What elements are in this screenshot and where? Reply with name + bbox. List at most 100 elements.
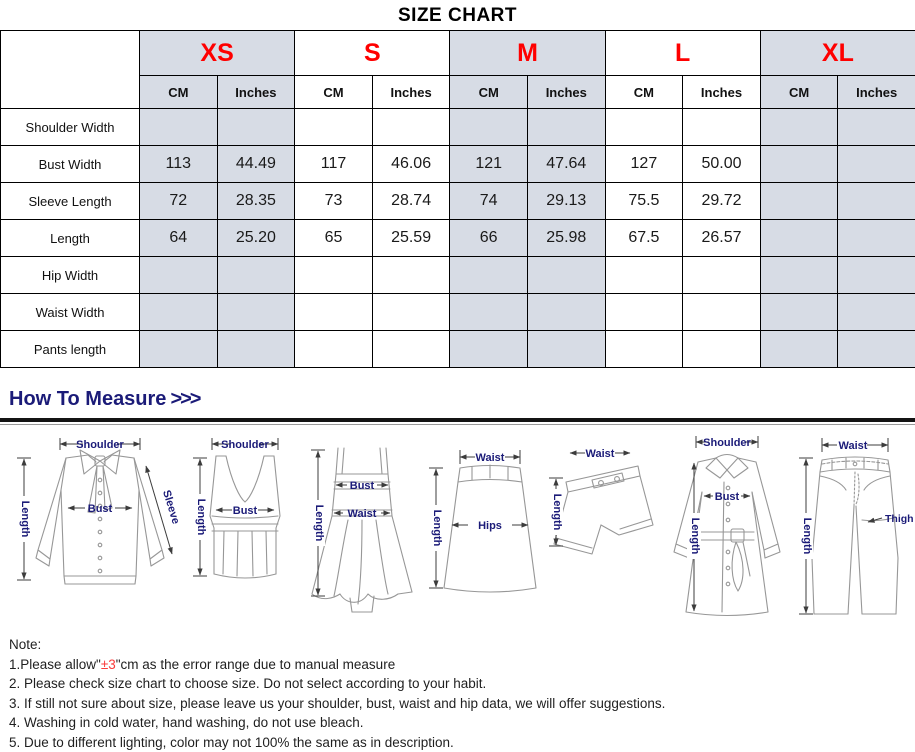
skirt-waist-label: Waist (476, 452, 505, 464)
size-value-cell (139, 293, 218, 331)
skirt-length-label: Length (431, 510, 443, 547)
size-value-cell (526, 108, 606, 146)
size-value-cell (294, 293, 373, 331)
size-value-cell: 25.59 (371, 219, 451, 257)
size-value-cell: 28.74 (371, 182, 451, 220)
shorts-figure: Waist Length (549, 448, 654, 555)
measurement-row-label: Hip Width (0, 256, 140, 294)
size-value-cell (759, 145, 839, 183)
size-value-cell (759, 293, 839, 331)
pants-waist-label: Waist (839, 440, 868, 452)
unit-header-cm: CM (294, 75, 373, 109)
error-range-value: ±3 (100, 656, 116, 672)
size-value-cell: 26.57 (682, 219, 761, 257)
blouse-length-label: Length (19, 501, 31, 538)
size-value-cell (837, 293, 915, 331)
shorts-length-label: Length (551, 494, 563, 531)
size-value-cell (837, 330, 915, 368)
size-value-cell (294, 330, 373, 368)
size-header-l: L (604, 30, 761, 76)
unit-header-inches: Inches (216, 75, 296, 109)
measurement-row-label: Waist Width (0, 293, 140, 331)
size-value-cell (216, 108, 296, 146)
size-value-cell: 113 (139, 145, 218, 183)
unit-header-cm: CM (759, 75, 839, 109)
how-to-measure-text: How To Measure (9, 388, 167, 410)
table-row: Pants length (0, 330, 915, 368)
table-row: Waist Width (0, 293, 915, 331)
size-value-cell: 25.98 (526, 219, 606, 257)
table-row: Bust Width 113 44.49 117 46.06 121 47.64 127 50.… (0, 145, 915, 183)
size-value-cell (759, 330, 839, 368)
size-value-cell (759, 182, 839, 220)
blouse-figure: Shoulder Length Bust Sleeve (17, 438, 182, 585)
size-value-cell: 66 (449, 219, 528, 257)
size-value-cell: 28.35 (216, 182, 296, 220)
unit-header-inches: Inches (526, 75, 606, 109)
size-value-cell: 46.06 (371, 145, 451, 183)
tank-bust-label: Bust (233, 505, 258, 517)
size-value-cell (682, 108, 761, 146)
size-value-cell (294, 108, 373, 146)
measurement-row-label: Bust Width (0, 145, 140, 183)
skirt-figure: Waist Hips Length (429, 450, 537, 593)
tank-top-figure: Shoulder Length Bust (193, 438, 281, 579)
coat-bust-label: Bust (715, 491, 740, 503)
size-value-cell (837, 108, 915, 146)
size-value-cell: 29.13 (526, 182, 606, 220)
unit-header-cm: CM (604, 75, 684, 109)
size-value-cell (216, 256, 296, 294)
tank-shoulder-label: Shoulder (221, 439, 269, 451)
size-value-cell: 25.20 (216, 219, 296, 257)
size-table-body: Shoulder Width Bust Width 113 44.49 117 46.06… (0, 108, 915, 368)
size-header-s: S (294, 30, 451, 76)
note-line-5: 5. Due to different lighting, color may … (9, 734, 454, 750)
dress-bust-label: Bust (350, 480, 375, 492)
size-value-cell (604, 293, 684, 331)
coat-shoulder-label: Shoulder (703, 437, 751, 449)
dress-length-label: Length (313, 505, 325, 542)
size-value-cell (682, 293, 761, 331)
note-line-1: 1.Please allow"±3"cm as the error range … (9, 656, 396, 672)
size-value-cell (526, 330, 606, 368)
table-corner-cell (0, 30, 140, 109)
table-row: Length 64 25.20 65 25.59 66 25.98 67.5 26.57 (0, 219, 915, 257)
size-value-cell (526, 293, 606, 331)
skirt-hips-label: Hips (478, 520, 502, 532)
size-value-cell (371, 108, 451, 146)
blouse-sleeve-label: Sleeve (160, 489, 182, 526)
size-value-cell (837, 182, 915, 220)
size-value-cell (837, 145, 915, 183)
size-value-cell: 74 (449, 182, 528, 220)
size-header-xs: XS (138, 30, 296, 76)
size-chart-table: XS S M L XL CM Inches CM Inches CM Inche… (0, 30, 915, 368)
size-value-cell: 73 (294, 182, 373, 220)
size-value-cell (759, 219, 839, 257)
size-value-cell: 127 (604, 145, 684, 183)
size-value-cell (371, 256, 451, 294)
note-line-2: 2. Please check size chart to choose siz… (9, 676, 487, 691)
size-value-cell (139, 108, 218, 146)
size-value-cell (837, 219, 915, 257)
size-value-cell: 44.49 (216, 145, 296, 183)
measurement-row-label: Shoulder Width (0, 108, 140, 146)
size-value-cell (139, 256, 218, 294)
how-to-measure-heading: How To Measure >>> (9, 388, 915, 411)
size-value-cell (526, 256, 606, 294)
size-value-cell (371, 330, 451, 368)
size-value-cell (759, 108, 839, 146)
size-value-cell: 65 (294, 219, 373, 257)
size-value-cell (371, 293, 451, 331)
blouse-shoulder-label: Shoulder (76, 439, 124, 451)
size-value-cell (216, 293, 296, 331)
unit-header-inches: Inches (682, 75, 761, 109)
size-value-cell: 29.72 (682, 182, 761, 220)
size-value-cell (139, 330, 218, 368)
size-value-cell: 75.5 (604, 182, 684, 220)
size-value-cell: 50.00 (682, 145, 761, 183)
size-value-cell: 47.64 (526, 145, 606, 183)
size-header-xl: XL (759, 30, 915, 76)
pants-thigh-label: Thigh (885, 513, 914, 525)
pants-length-label: Length (801, 518, 813, 555)
size-value-cell (682, 330, 761, 368)
